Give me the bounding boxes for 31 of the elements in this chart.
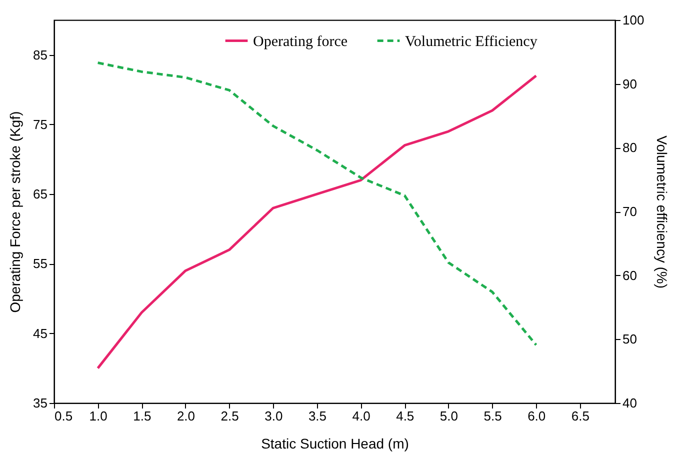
x-tick-label: 2.5 bbox=[220, 408, 239, 424]
y2-tick-label: 100 bbox=[622, 12, 644, 28]
x-tick-label: 6.5 bbox=[571, 408, 590, 424]
y2-axis-title: Volumetric efficiency (%) bbox=[654, 135, 670, 289]
x-tick-label: 4.5 bbox=[396, 408, 414, 424]
y-tick-label: 55 bbox=[33, 256, 48, 272]
x-tick-label: 3.0 bbox=[264, 408, 283, 424]
y-tick-label: 45 bbox=[33, 326, 48, 341]
x-tick-label: 4.0 bbox=[352, 408, 370, 424]
x-tick-label: 5.0 bbox=[440, 408, 458, 424]
y2-tick-label: 70 bbox=[622, 204, 637, 219]
legend-label: Operating force bbox=[253, 34, 348, 50]
x-tick-label: 2.0 bbox=[176, 408, 196, 424]
y2-tick-label: 60 bbox=[622, 268, 637, 283]
x-tick-label: 0.5 bbox=[54, 408, 73, 424]
x-tick-label: 3.5 bbox=[308, 408, 327, 424]
x-axis-title: Static Suction Head (m) bbox=[261, 436, 409, 452]
y-tick-label: 35 bbox=[33, 396, 48, 410]
legend-label: Volumetric Efficiency bbox=[405, 34, 538, 50]
y2-tick-label: 40 bbox=[622, 396, 637, 410]
y-tick-label: 85 bbox=[33, 47, 48, 62]
y2-tick-label: 80 bbox=[622, 140, 637, 156]
y2-tick-label: 50 bbox=[622, 332, 637, 347]
x-tick-label: 6.0 bbox=[528, 408, 546, 424]
x-tick-label: 1.0 bbox=[89, 408, 108, 424]
y-tick-label: 65 bbox=[33, 186, 48, 202]
y-axis-title: Operating Force per stroke (Kgf) bbox=[7, 111, 24, 313]
x-tick-label: 5.5 bbox=[484, 408, 502, 424]
x-tick-label: 1.5 bbox=[133, 408, 152, 424]
y-tick-label: 75 bbox=[33, 116, 48, 132]
y2-tick-label: 90 bbox=[622, 76, 637, 92]
